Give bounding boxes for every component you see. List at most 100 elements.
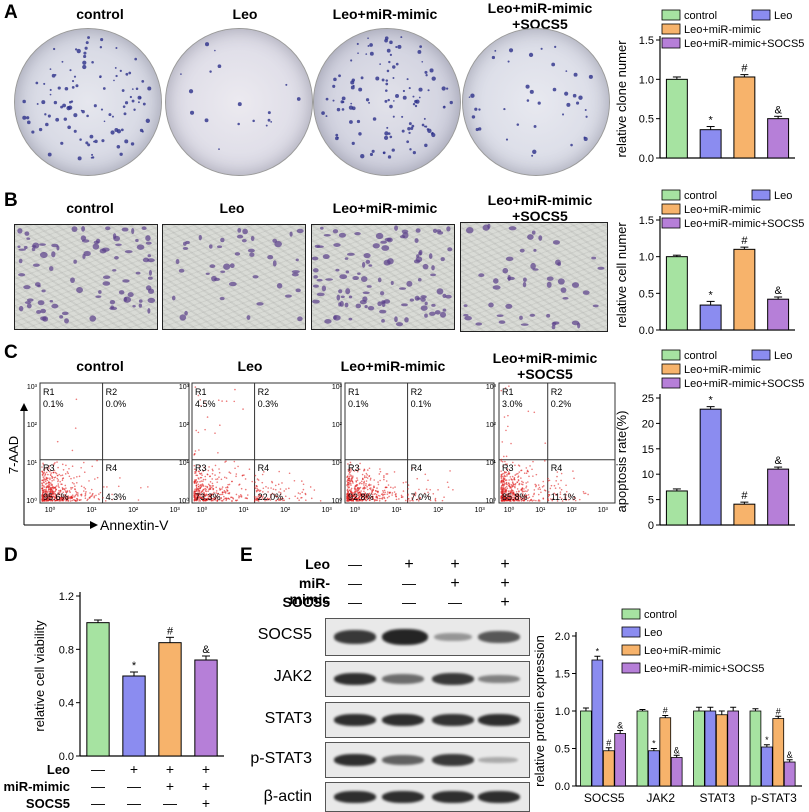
facs-event xyxy=(208,466,210,468)
facs-x-tick: 10¹ xyxy=(535,507,546,514)
legend-label: Leo xyxy=(644,627,662,639)
facs-event xyxy=(238,496,240,499)
facs-event xyxy=(48,465,51,467)
colony-dot xyxy=(421,123,425,127)
blot-label-beta-actin: β-actin xyxy=(263,788,312,805)
facs-event xyxy=(531,468,533,471)
stained-cell xyxy=(250,235,255,241)
facs-event xyxy=(347,498,350,501)
stained-cell xyxy=(112,233,117,240)
facs-event xyxy=(533,493,535,496)
facs-event xyxy=(365,497,368,499)
facs-event xyxy=(501,490,504,493)
facs-event xyxy=(215,495,218,498)
facs-event xyxy=(427,479,429,482)
facs-event xyxy=(147,486,149,488)
facs-event xyxy=(296,497,299,500)
facs-event xyxy=(535,485,537,488)
facs-y-tick: 10² xyxy=(179,422,190,429)
colony-dot xyxy=(64,86,69,91)
facs-event xyxy=(524,495,526,497)
colony-dot xyxy=(401,129,405,133)
facs-event xyxy=(535,473,538,476)
facs-event xyxy=(569,494,572,497)
facs-event xyxy=(556,500,559,502)
legend-label: control xyxy=(644,609,677,621)
facs-event xyxy=(199,500,202,502)
facs-event xyxy=(392,487,394,489)
facs-event xyxy=(198,495,201,498)
facs-event xyxy=(41,498,43,501)
facs-event xyxy=(574,497,577,499)
facs-event xyxy=(64,484,67,487)
blot-label-socs5: SOCS5 xyxy=(257,626,312,643)
colony-dot xyxy=(94,139,98,144)
colony-dot xyxy=(365,98,370,102)
stained-cell xyxy=(523,277,527,283)
facs-event xyxy=(41,471,44,473)
facs-event xyxy=(361,499,363,501)
colony-dot xyxy=(71,79,75,83)
facs-x-tick: 10⁰ xyxy=(45,506,56,514)
facs-event xyxy=(211,478,213,480)
facs-event xyxy=(513,494,516,497)
facs-event xyxy=(506,468,509,470)
facs-event xyxy=(521,491,524,493)
facs-event xyxy=(542,485,545,487)
stained-cell xyxy=(592,304,599,308)
stained-cell xyxy=(80,235,87,241)
stained-cell xyxy=(394,316,398,323)
facs-event xyxy=(263,471,265,473)
treatment-mark: + xyxy=(450,575,460,592)
stained-cell xyxy=(346,252,355,256)
x-tick-label: JAK2 xyxy=(646,791,675,805)
stained-cell xyxy=(394,225,399,231)
facs-event xyxy=(225,400,228,403)
facs-event xyxy=(228,471,231,473)
facs-event xyxy=(221,493,224,496)
stained-cell xyxy=(417,277,422,282)
facs-event xyxy=(368,494,371,496)
facs-event xyxy=(271,492,274,495)
facs-event xyxy=(505,455,508,458)
colony-dot xyxy=(478,108,481,111)
colony-dot xyxy=(381,78,385,82)
facs-event xyxy=(275,499,277,502)
facs-event xyxy=(215,478,217,481)
colony-dot xyxy=(389,135,393,139)
colony-dot xyxy=(110,130,115,135)
facs-event xyxy=(525,472,528,475)
facs-x-tick: 10⁰ xyxy=(350,506,361,514)
facs-event xyxy=(526,469,529,472)
facs-event xyxy=(349,461,352,464)
facs-event xyxy=(80,493,82,496)
facs-event xyxy=(60,494,63,497)
facs-event xyxy=(547,495,550,498)
y-tick-label: 25 xyxy=(642,393,654,405)
facs-event xyxy=(224,492,227,494)
stained-cell xyxy=(289,231,293,237)
facs-event xyxy=(503,477,506,480)
treatment-mark: + xyxy=(166,778,174,794)
colony-dot xyxy=(415,99,420,104)
facs-event xyxy=(522,499,524,502)
facs-event xyxy=(347,496,350,499)
facs-event xyxy=(194,492,197,495)
facs-event xyxy=(258,490,261,492)
facs-event xyxy=(516,481,519,483)
facs-event xyxy=(373,486,375,489)
stained-cell xyxy=(571,320,580,326)
facs-event xyxy=(347,483,349,485)
colony-dot xyxy=(139,96,142,99)
facs-event xyxy=(407,487,409,490)
colony-dot xyxy=(79,138,82,141)
colony-dot xyxy=(49,88,52,91)
colony-dot xyxy=(60,105,64,109)
facs-event xyxy=(369,479,372,481)
colony-dot xyxy=(360,76,364,80)
colony-dots-overlay xyxy=(22,36,593,161)
facs-event xyxy=(414,493,417,495)
facs-event xyxy=(368,475,371,477)
facs-event xyxy=(88,480,90,482)
facs-event xyxy=(288,497,291,500)
